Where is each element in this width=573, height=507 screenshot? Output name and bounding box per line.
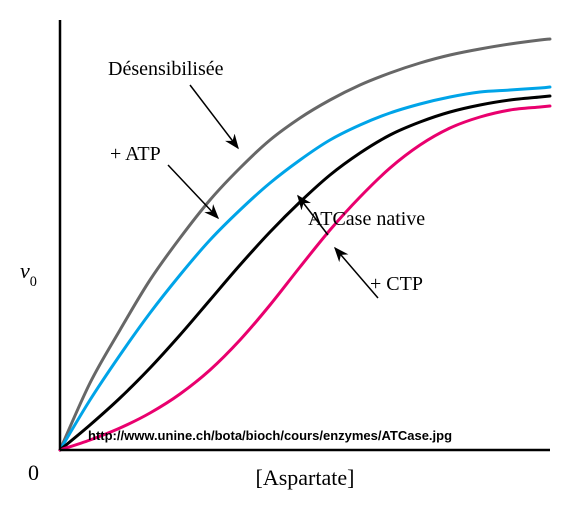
label-atp: + ATP [110,143,161,165]
origin-label: 0 [28,460,39,485]
enzyme-kinetics-chart: Désensibilisée+ ATPATCase native+ CTPv00… [0,0,573,507]
label-native: ATCase native [308,208,425,230]
chart-svg: Désensibilisée+ ATPATCase native+ CTPv00… [0,0,573,507]
label-ctp: + CTP [370,273,423,295]
source-url: http://www.unine.ch/bota/bioch/cours/enz… [88,428,452,443]
label-desensibilisee: Désensibilisée [108,58,224,80]
x-axis-label: [Aspartate] [256,465,355,490]
